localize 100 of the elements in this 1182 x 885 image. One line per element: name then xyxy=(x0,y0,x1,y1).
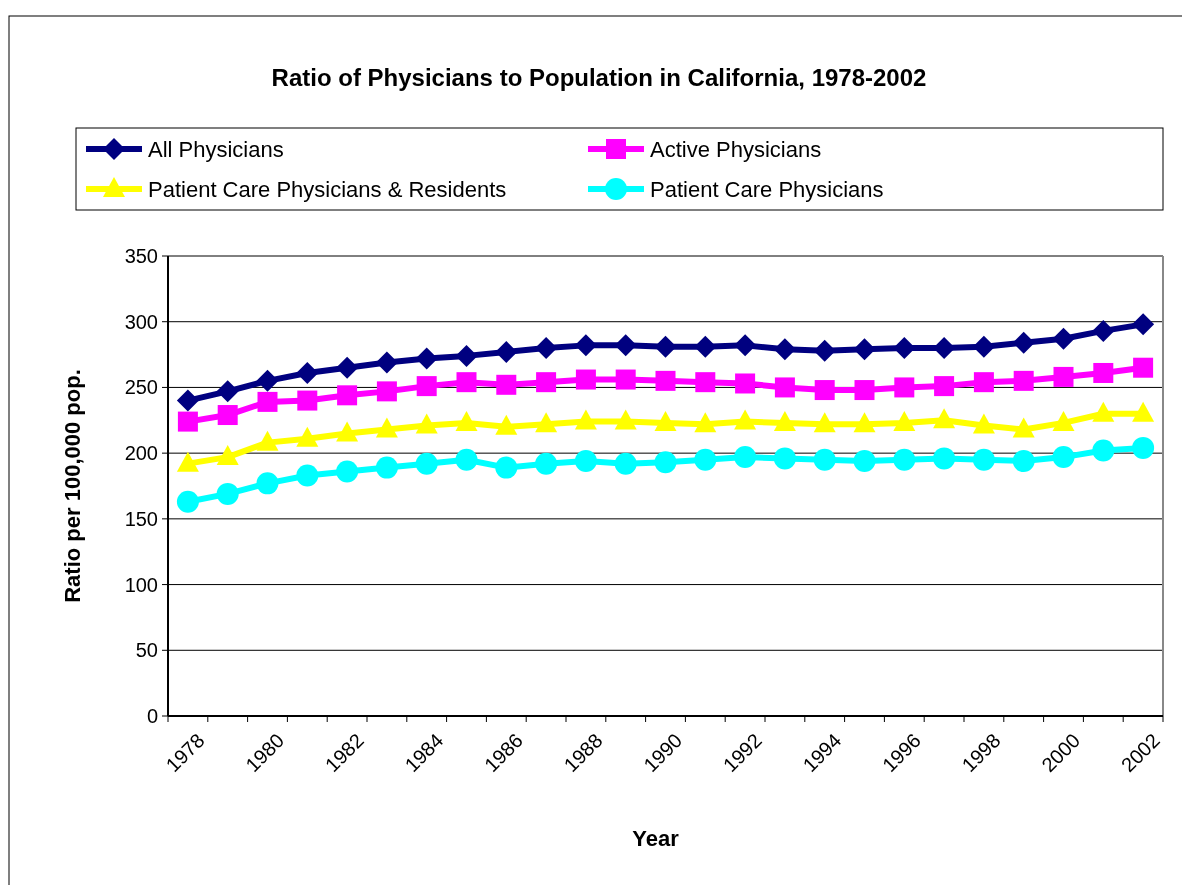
point xyxy=(455,448,478,471)
point xyxy=(893,410,916,431)
point xyxy=(574,450,597,473)
point xyxy=(575,369,596,390)
y-tick-label: 250 xyxy=(124,376,158,399)
chart-title: Ratio of Physicians to Population in California, 1978-2002 xyxy=(271,64,927,91)
point xyxy=(216,482,239,505)
point xyxy=(177,411,198,432)
point xyxy=(257,391,278,412)
point xyxy=(655,370,676,391)
point xyxy=(694,448,717,471)
point xyxy=(614,334,637,357)
point xyxy=(614,409,637,430)
point xyxy=(853,450,876,473)
point xyxy=(735,373,756,394)
point xyxy=(176,490,199,513)
point xyxy=(933,337,956,359)
point xyxy=(535,412,558,433)
point xyxy=(1052,410,1075,431)
legend-label: Active Physicians xyxy=(650,136,822,162)
y-tick-label: 150 xyxy=(124,507,158,530)
point xyxy=(654,335,677,358)
point xyxy=(415,413,438,434)
point xyxy=(774,377,795,398)
point xyxy=(1133,357,1154,378)
point xyxy=(1093,362,1114,383)
point xyxy=(813,339,836,362)
point xyxy=(336,460,359,483)
point xyxy=(1012,331,1035,354)
point xyxy=(256,369,279,392)
point xyxy=(894,377,915,398)
point xyxy=(217,405,238,426)
y-tick-label: 100 xyxy=(124,573,158,596)
point xyxy=(972,335,995,358)
y-tick-label: 50 xyxy=(135,639,158,662)
point xyxy=(1012,450,1035,473)
point xyxy=(296,426,319,447)
point xyxy=(1132,401,1155,422)
point xyxy=(773,410,796,431)
legend-label: Patient Care Physicians xyxy=(650,176,884,202)
point xyxy=(933,408,956,429)
point xyxy=(1132,436,1155,459)
point xyxy=(1052,446,1075,469)
point xyxy=(893,448,916,471)
point xyxy=(336,356,359,379)
point xyxy=(455,344,478,367)
point xyxy=(375,456,398,479)
point xyxy=(695,372,716,393)
point xyxy=(1092,319,1115,342)
point xyxy=(375,351,398,374)
point xyxy=(336,421,359,442)
point xyxy=(496,374,517,395)
point xyxy=(734,334,757,357)
point xyxy=(614,452,637,475)
point xyxy=(854,380,875,401)
point xyxy=(176,389,199,412)
point xyxy=(574,409,597,430)
y-tick-label: 350 xyxy=(124,245,158,267)
point xyxy=(893,337,916,359)
point xyxy=(773,447,796,470)
point xyxy=(456,372,477,393)
point xyxy=(455,410,478,431)
point xyxy=(495,414,518,435)
y-axis-title: Ratio per 100,000 pop. xyxy=(60,369,85,603)
point xyxy=(176,451,199,472)
point xyxy=(1053,366,1074,387)
point xyxy=(694,335,717,358)
point xyxy=(216,380,239,403)
point xyxy=(296,464,319,487)
point xyxy=(1132,313,1155,336)
point xyxy=(933,447,956,470)
point xyxy=(337,385,358,406)
legend-label: Patient Care Physicians & Residents xyxy=(148,176,507,202)
point xyxy=(535,452,558,475)
point xyxy=(1012,417,1035,438)
point xyxy=(1052,327,1075,350)
y-tick-label: 200 xyxy=(124,442,158,465)
point xyxy=(256,430,279,451)
point xyxy=(813,448,836,471)
y-tick-label: 300 xyxy=(124,310,158,333)
point xyxy=(814,380,835,401)
point xyxy=(375,417,398,438)
point xyxy=(256,472,279,495)
legend-label: All Physicians xyxy=(148,136,284,162)
point xyxy=(615,369,636,390)
point xyxy=(813,412,836,433)
point xyxy=(574,334,597,357)
point xyxy=(654,410,677,431)
point xyxy=(495,456,518,479)
point xyxy=(416,376,437,397)
point xyxy=(1013,370,1034,391)
point xyxy=(415,452,438,475)
point xyxy=(934,376,955,397)
point xyxy=(536,372,557,393)
point xyxy=(972,448,995,471)
point xyxy=(734,409,757,430)
y-tick-label: 0 xyxy=(146,705,158,727)
point xyxy=(415,347,438,370)
point xyxy=(1092,439,1115,462)
point xyxy=(654,451,677,474)
